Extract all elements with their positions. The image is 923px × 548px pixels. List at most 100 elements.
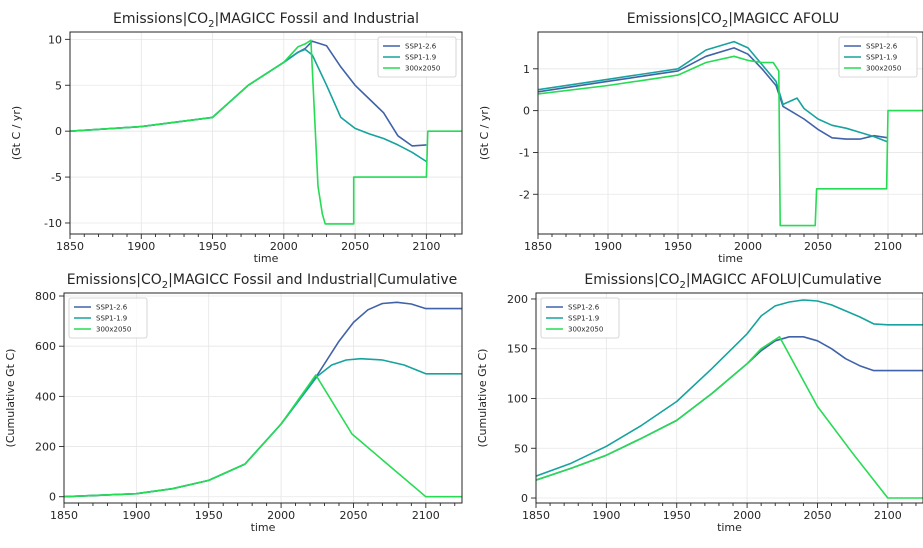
y-tick-label: -1 (519, 146, 530, 159)
y-axis-label: (Cumulative Gt C) (4, 349, 17, 448)
x-tick-label: 2000 (734, 240, 762, 253)
x-axis-label: time (251, 521, 276, 534)
axes-frame (535, 292, 923, 504)
y-axis-label: (Gt C / yr) (478, 106, 491, 160)
x-tick-label: 1950 (195, 509, 223, 522)
x-tick-label: 2000 (733, 509, 761, 522)
x-tick-label: 1950 (664, 240, 692, 253)
title-main: Emissions|CO (627, 11, 722, 27)
legend-label: 300x2050 (405, 65, 440, 73)
x-tick-label: 2050 (339, 509, 367, 522)
series-line-SSP1-1.9 (70, 48, 427, 163)
x-tick-label: 1850 (56, 240, 84, 253)
x-tick-label: 1850 (524, 240, 552, 253)
x-tick-label: 1950 (663, 509, 691, 522)
title-subscript: 2 (722, 19, 728, 30)
chart-panel-1: 1850 1900 1950 2000 2050 2100 -10 -5 0 5 10 time (Gt… (10, 11, 463, 265)
legend-box (838, 36, 918, 78)
x-tick-label: 1900 (122, 509, 150, 522)
title-main: Emissions|CO (584, 272, 679, 288)
y-tick-label: 600 (35, 340, 56, 353)
y-axis-label: (Gt C / yr) (10, 106, 23, 160)
legend-box (377, 36, 457, 78)
x-tick-label: 2050 (803, 509, 831, 522)
legend-label: SSP1-2.6 (96, 304, 128, 312)
y-tick-label: 5 (55, 79, 62, 92)
y-tick-label: 100 (507, 392, 528, 405)
y-tick-label: 800 (35, 290, 56, 303)
x-tick-label: 1900 (594, 240, 622, 253)
y-tick-label: 0 (55, 125, 62, 138)
legend-box (68, 297, 148, 339)
legend-label: SSP1-1.9 (866, 54, 897, 62)
chart-title: Emissions|CO2|MAGICC Fossil and Industri… (113, 11, 419, 30)
legend: SSP1-2.6 SSP1-1.9 300x2050 (540, 297, 620, 339)
series-line-SSP1-1.9 (536, 299, 923, 477)
y-tick-label: -10 (44, 217, 62, 230)
legend-label: SSP1-2.6 (866, 43, 898, 51)
x-axis-label: time (718, 252, 743, 265)
series-line-SSP1-1.9 (538, 40, 889, 143)
series-line-300x2050 (64, 374, 462, 498)
y-tick-label: 10 (48, 33, 62, 46)
y-tick-label: 200 (507, 293, 528, 306)
y-tick-label: 50 (514, 442, 528, 455)
y-tick-label: -2 (519, 188, 530, 201)
legend-label: SSP1-2.6 (568, 304, 600, 312)
legend-label: 300x2050 (568, 326, 603, 334)
title-subscript: 2 (208, 19, 214, 30)
title-subscript: 2 (680, 280, 686, 291)
x-tick-label: 2100 (874, 509, 902, 522)
legend-label: SSP1-1.9 (96, 315, 127, 323)
chart-panel-2: 1850 1900 1950 2000 2050 2100 -2 -1 0 1 time (Gt C … (478, 11, 923, 265)
title-rest: |MAGICC AFOLU|Cumulative (686, 272, 882, 288)
x-tick-label: 2100 (412, 240, 440, 253)
series-line-300x2050 (538, 55, 923, 227)
series-line-SSP1-2.6 (70, 40, 427, 147)
chart-title: Emissions|CO2|MAGICC AFOLU (627, 11, 840, 30)
x-axis-label: time (717, 521, 742, 534)
chart-panel-4: 1850 1900 1950 2000 2050 2100 0 50 100 150 200 time… (476, 272, 923, 534)
legend: SSP1-2.6 SSP1-1.9 300x2050 (377, 36, 457, 78)
series-line-300x2050 (536, 335, 923, 499)
title-rest: |MAGICC Fossil and Industrial (214, 11, 419, 27)
y-tick-label: 200 (35, 441, 56, 454)
y-tick-label: 400 (35, 390, 56, 403)
legend: SSP1-2.6 SSP1-1.9 300x2050 (838, 36, 918, 78)
x-tick-label: 2100 (412, 509, 440, 522)
x-tick-label: 2000 (267, 509, 295, 522)
y-tick-label: 150 (507, 343, 528, 356)
title-main: Emissions|CO (113, 11, 208, 27)
legend: SSP1-2.6 SSP1-1.9 300x2050 (68, 297, 148, 339)
y-axis-label: (Cumulative Gt C) (476, 349, 489, 448)
x-tick-label: 2050 (341, 240, 369, 253)
legend-label: SSP1-2.6 (405, 43, 437, 51)
title-rest: |MAGICC AFOLU (728, 11, 839, 27)
x-tick-label: 1950 (199, 240, 227, 253)
y-tick-label: 0 (523, 105, 530, 118)
y-tick-label: 1 (523, 63, 530, 76)
axes-frame (537, 31, 923, 235)
chart-title: Emissions|CO2|MAGICC AFOLU|Cumulative (584, 272, 881, 291)
title-subscript: 2 (162, 280, 168, 291)
x-tick-label: 1850 (50, 509, 78, 522)
legend-label: SSP1-1.9 (568, 315, 599, 323)
y-tick-label: -5 (51, 171, 62, 184)
series-line-SSP1-2.6 (536, 335, 923, 481)
x-tick-label: 1900 (592, 509, 620, 522)
x-tick-label: 1900 (127, 240, 155, 253)
legend-label: SSP1-1.9 (405, 54, 436, 62)
axes-frame (69, 31, 463, 235)
title-rest: |MAGICC Fossil and Industrial|Cumulative (168, 272, 457, 288)
y-tick-label: 0 (49, 491, 56, 504)
x-tick-label: 2000 (270, 240, 298, 253)
legend-label: 300x2050 (96, 326, 131, 334)
chart-panel-3: 1850 1900 1950 2000 2050 2100 0 200 400 600 800 tim… (4, 272, 463, 534)
x-axis-label: time (254, 252, 279, 265)
title-main: Emissions|CO (67, 272, 162, 288)
x-tick-label: 1850 (522, 509, 550, 522)
axes-frame (63, 292, 463, 504)
y-tick-label: 0 (521, 492, 528, 505)
